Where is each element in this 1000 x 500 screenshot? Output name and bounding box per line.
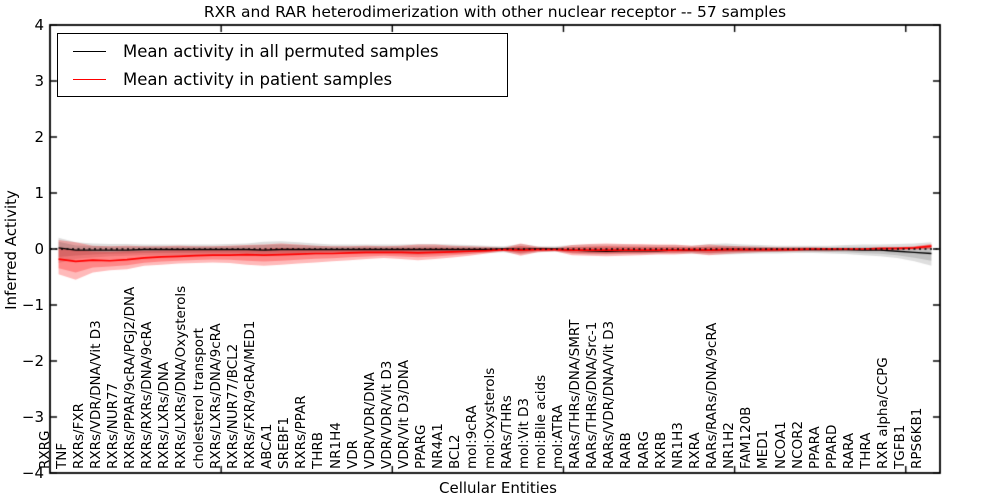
- x-category-label: RXR alpha/CCPG: [875, 357, 892, 469]
- x-category-label: RXRA: [686, 432, 703, 469]
- x-category-label: VDR/VDR/Vit D3: [378, 360, 395, 469]
- legend-line-black-icon: [73, 50, 106, 52]
- x-category-label: MED1: [755, 429, 772, 469]
- chart-title: RXR and RAR heterodimerization with othe…: [203, 3, 787, 21]
- y-tick-label: −3: [21, 408, 44, 426]
- x-category-label: FAM120B: [738, 406, 755, 469]
- y-tick-label: 3: [34, 72, 44, 90]
- x-category-label: PPARD: [823, 424, 840, 469]
- x-axis-label: Cellular Entities: [439, 479, 557, 497]
- x-category-label: PPARA: [806, 426, 823, 469]
- x-category-label: NCOA1: [772, 421, 789, 469]
- x-category-label: RXRs/NUR77/BCL2: [224, 343, 241, 469]
- x-category-label: RARs/RARs/DNA/9cRA: [704, 322, 721, 469]
- x-category-label: RARG: [635, 431, 652, 469]
- x-category-label: RXRs/RXRs/DNA/9cRA: [139, 321, 156, 469]
- x-category-label: mol:9cRA: [464, 405, 481, 469]
- x-category-label: RARA: [840, 432, 857, 469]
- x-category-label: NR4A1: [430, 423, 447, 469]
- x-category-label: TNF: [53, 442, 70, 469]
- x-category-label: RXRG: [36, 430, 53, 469]
- x-category-label: mol:Oxysterols: [481, 367, 498, 469]
- x-category-label: NR1H4: [327, 422, 344, 469]
- x-category-label: RXRs/FXR/9cRA/MED1: [241, 320, 258, 469]
- x-category-label: RPS6KB1: [909, 407, 926, 469]
- x-category-label: RXRs/VDR/DNA/Vit D3: [87, 320, 104, 469]
- x-category-label: RXRs/PPAR/9cRA/PGJ2/DNA: [122, 286, 139, 469]
- x-category-label: RXRs/LXRs/DNA/9cRA: [207, 323, 224, 469]
- x-category-label: TGFB1: [892, 424, 909, 469]
- x-category-label: RARB: [618, 432, 635, 469]
- x-category-label: NR1H3: [669, 422, 686, 469]
- x-category-label: RXRs/PPAR: [293, 395, 310, 469]
- legend-label-patient: Mean activity in patient samples: [123, 69, 393, 89]
- legend: Mean activity in all permuted samples Me…: [57, 33, 508, 97]
- y-tick-label: −4: [21, 464, 44, 482]
- y-tick-label: 0: [34, 240, 44, 258]
- x-category-label: RXRs/FXR: [70, 403, 87, 469]
- x-category-label: ABCA1: [259, 423, 276, 469]
- x-category-label: RXRs/NUR77: [105, 382, 122, 469]
- x-category-label: NCOR2: [789, 420, 806, 469]
- legend-item-permuted: Mean activity in all permuted samples: [58, 37, 507, 65]
- x-category-label: cholesterol transport: [190, 328, 207, 469]
- x-category-label: RARs/VDR/DNA/Vit D3: [601, 320, 618, 469]
- y-tick-label: 2: [34, 128, 44, 146]
- x-category-label: RXRs/LXRs/DNA: [156, 361, 173, 469]
- x-category-label: THRA: [858, 432, 875, 469]
- y-tick-label: −1: [21, 296, 44, 314]
- x-category-label: VDR/VDR/DNA: [361, 372, 378, 469]
- x-category-label: PPARG: [413, 424, 430, 470]
- x-category-label: VDR/Vit D3/DNA: [395, 359, 412, 469]
- y-tick-label: 1: [34, 184, 44, 202]
- y-tick-label: −2: [21, 352, 44, 370]
- x-category-label: RXRs/LXRs/DNA/Oxysterols: [173, 285, 190, 469]
- x-category-label: mol:ATRA: [550, 404, 567, 469]
- x-category-label: VDR: [344, 439, 361, 469]
- x-category-label: RARs/THRs/DNA/Src-1: [584, 321, 601, 469]
- legend-label-permuted: Mean activity in all permuted samples: [123, 41, 439, 61]
- y-tick-label: 4: [34, 16, 44, 34]
- x-category-label: mol:Bile acids: [532, 374, 549, 469]
- x-category-label: RARs/THRs: [498, 395, 515, 469]
- legend-item-patient: Mean activity in patient samples: [58, 65, 507, 93]
- x-category-label: RXRB: [652, 431, 669, 469]
- legend-line-red-icon: [73, 78, 106, 80]
- x-category-label: mol:Vit D3: [515, 398, 532, 469]
- x-category-label: BCL2: [447, 434, 464, 469]
- x-category-label: NR1H2: [721, 422, 738, 469]
- x-category-label: THRB: [310, 431, 327, 469]
- x-category-label: SREBF1: [276, 416, 293, 469]
- x-category-label: RARs/THRs/DNA/SMRT: [567, 319, 584, 469]
